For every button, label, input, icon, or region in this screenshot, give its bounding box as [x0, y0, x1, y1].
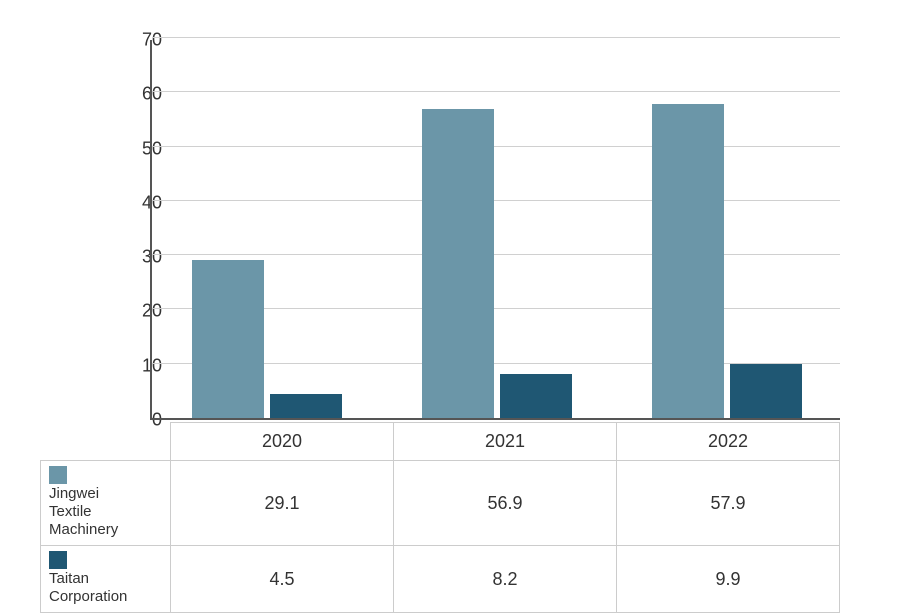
legend-swatch-icon: [49, 466, 67, 484]
bar: [270, 394, 342, 418]
legend-swatch-icon: [49, 551, 67, 569]
bar: [422, 109, 494, 418]
data-cell: 9.9: [617, 546, 840, 613]
gridline: [152, 200, 840, 201]
category-header: 2022: [617, 423, 840, 461]
bar: [652, 104, 724, 418]
chart-container: 0 10 20 30 40 50 60 70 2020 2021 2022 Ji…: [40, 30, 860, 570]
bar: [500, 374, 572, 419]
category-header: 2020: [171, 423, 394, 461]
data-cell: 4.5: [171, 546, 394, 613]
legend-cell: Taitan Corporation: [41, 546, 171, 613]
legend-cell: Jingwei Textile Machinery: [41, 461, 171, 546]
bar: [730, 364, 802, 418]
table-header-row: 2020 2021 2022: [41, 423, 840, 461]
data-table: 2020 2021 2022 Jingwei Textile Machinery…: [40, 422, 840, 613]
legend-label: Jingwei Textile Machinery: [49, 485, 139, 539]
table-corner: [41, 423, 171, 461]
gridline: [152, 91, 840, 92]
data-cell: 29.1: [171, 461, 394, 546]
gridline: [152, 37, 840, 38]
plot-area: [150, 40, 840, 420]
gridline: [152, 254, 840, 255]
category-header: 2021: [394, 423, 617, 461]
data-cell: 8.2: [394, 546, 617, 613]
gridline: [152, 146, 840, 147]
legend-label: Taitan Corporation: [49, 570, 139, 606]
bar: [192, 260, 264, 418]
table-row: Jingwei Textile Machinery 29.1 56.9 57.9: [41, 461, 840, 546]
table-row: Taitan Corporation 4.5 8.2 9.9: [41, 546, 840, 613]
data-cell: 57.9: [617, 461, 840, 546]
data-cell: 56.9: [394, 461, 617, 546]
